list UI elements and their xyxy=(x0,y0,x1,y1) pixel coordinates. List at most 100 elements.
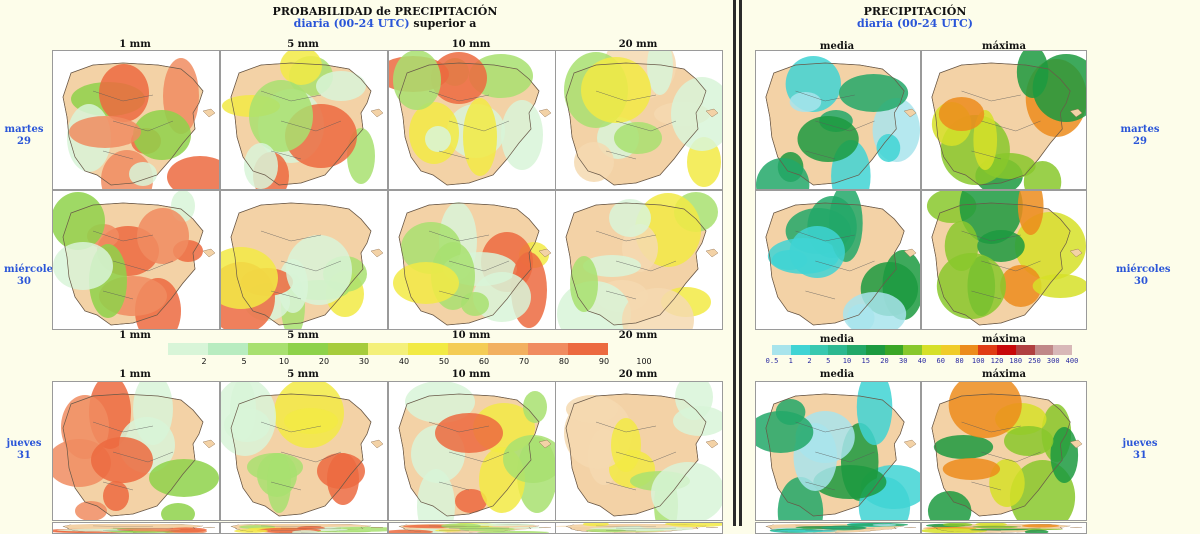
prob-legend-tick: 100 xyxy=(636,357,652,366)
precip-map-row4-col1 xyxy=(755,522,921,534)
prob-legend-tick: 80 xyxy=(558,357,570,366)
prob-map-row1-col3 xyxy=(388,50,556,190)
col-label-maxima: máxima xyxy=(982,41,1026,52)
precip-legend-tick: 300 xyxy=(1046,357,1060,365)
col-label-1mm-b: 1 mm xyxy=(119,330,151,341)
prob-legend-bar xyxy=(168,343,608,355)
prob-map-row2-col3 xyxy=(388,190,556,330)
prob-legend-tick: 20 xyxy=(318,357,330,366)
prob-map-row4-col1 xyxy=(52,522,220,534)
precip-map-row2-col1 xyxy=(755,190,921,330)
day-label-right-3: jueves 31 xyxy=(1122,438,1158,461)
prob-map-row4-col3 xyxy=(388,522,556,534)
col-label-10mm-b: 10 mm xyxy=(451,330,491,341)
precip-legend-tick: 180 xyxy=(1009,357,1023,365)
precip-legend-tick: 30 xyxy=(899,357,908,365)
precip-legend-swatch xyxy=(865,345,885,355)
prob-legend-swatch xyxy=(448,343,488,355)
prob-legend-swatch xyxy=(208,343,248,355)
prob-legend-tick: 90 xyxy=(598,357,610,366)
precip-legend-swatch xyxy=(884,345,904,355)
col-label-1mm-c: 1 mm xyxy=(119,369,151,380)
col-label-1mm: 1 mm xyxy=(119,39,151,50)
precip-legend-tick: 0.5 xyxy=(765,357,779,365)
prob-legend-tick: 2 xyxy=(201,357,207,366)
precip-map-row1-col2 xyxy=(921,50,1087,190)
precip-legend-tick: 120 xyxy=(990,357,1004,365)
prob-legend-swatch xyxy=(288,343,328,355)
precip-legend-swatch xyxy=(809,345,829,355)
col-label-20mm-b: 20 mm xyxy=(618,330,658,341)
precip-legend-tick: 20 xyxy=(880,357,889,365)
precip-legend-swatch xyxy=(772,345,791,355)
col-label-20mm: 20 mm xyxy=(618,39,658,50)
precip-legend-tick: 10 xyxy=(842,357,852,365)
col-label-5mm-b: 5 mm xyxy=(287,330,319,341)
precip-map-row2-col2 xyxy=(921,190,1087,330)
precip-legend-tick: 1 xyxy=(788,357,793,365)
prob-legend-tick: 10 xyxy=(278,357,290,366)
precip-legend-swatch xyxy=(1053,345,1072,355)
day-label-left-2: miércoles 30 xyxy=(4,264,59,287)
col-label-10mm-c: 10 mm xyxy=(451,369,491,380)
prob-map-row1-col4 xyxy=(555,50,723,190)
precip-legend-swatch xyxy=(847,345,866,355)
col-label-maxima-c: máxima xyxy=(982,369,1026,380)
precip-legend-tick: 80 xyxy=(955,357,964,365)
precip-legend-swatch xyxy=(959,345,979,355)
col-label-media-c: media xyxy=(819,369,855,380)
panel-divider-left xyxy=(733,0,736,526)
precip-map-row1-col1 xyxy=(755,50,921,190)
col-label-20mm-c: 20 mm xyxy=(618,369,658,380)
prob-legend-swatch xyxy=(408,343,448,355)
day-label-right-2: miércoles 30 xyxy=(1116,264,1171,287)
prob-legend-swatch xyxy=(248,343,288,355)
prob-legend-swatch xyxy=(368,343,408,355)
prob-title: PROBABILIDAD de PRECIPITACIÓN diaria (00… xyxy=(230,6,540,30)
prob-map-row3-col2 xyxy=(220,381,388,521)
precip-legend-tick: 5 xyxy=(826,357,831,365)
prob-legend-swatch xyxy=(488,343,528,355)
prob-title-sub-black: superior a xyxy=(413,17,477,30)
col-label-media: media xyxy=(819,41,855,52)
prob-legend-tick: 70 xyxy=(518,357,530,366)
panel-divider-right xyxy=(739,0,742,526)
prob-map-row3-col1 xyxy=(52,381,220,521)
prob-legend-swatch xyxy=(328,343,368,355)
precip-legend-tick: 40 xyxy=(917,357,927,365)
precip-legend-tick: 250 xyxy=(1028,357,1041,365)
precip-title-main: PRECIPITACIÓN xyxy=(863,5,967,18)
prob-map-row1-col1 xyxy=(52,50,220,190)
precip-map-row4-col2 xyxy=(921,522,1087,534)
precip-title: PRECIPITACIÓN diaria (00-24 UTC) xyxy=(840,6,990,30)
col-label-10mm: 10 mm xyxy=(451,39,491,50)
prob-map-row2-col4 xyxy=(555,190,723,330)
prob-title-main: PROBABILIDAD de PRECIPITACIÓN xyxy=(272,5,498,18)
precip-legend-tick: 15 xyxy=(861,357,870,365)
prob-legend-tick: 30 xyxy=(358,357,370,366)
precip-legend-swatch xyxy=(828,345,847,355)
precip-legend-tick: 60 xyxy=(936,357,945,365)
precip-legend-bar xyxy=(772,345,1072,355)
precip-legend-swatch xyxy=(790,345,810,355)
day-label-left-3: jueves 31 xyxy=(6,438,42,461)
precip-legend-tick: 2 xyxy=(807,357,812,365)
precip-legend-swatch xyxy=(922,345,941,355)
day-label-right-1: martes 29 xyxy=(1120,124,1160,147)
precip-map-row3-col1 xyxy=(755,381,921,521)
precip-legend-tick: 100 xyxy=(971,357,985,365)
precip-legend-swatch xyxy=(1015,345,1035,355)
prob-legend-swatch xyxy=(528,343,568,355)
col-label-maxima-b: máxima xyxy=(982,334,1026,345)
prob-map-row3-col3 xyxy=(388,381,556,521)
prob-title-sub-blue: diaria (00-24 UTC) xyxy=(293,17,410,30)
prob-map-row4-col4 xyxy=(555,522,723,534)
prob-map-row3-col4 xyxy=(555,381,723,521)
precip-legend-tick: 400 xyxy=(1065,357,1079,365)
precip-legend-swatch xyxy=(978,345,997,355)
prob-legend-tick: 50 xyxy=(438,357,450,366)
prob-legend-tick: 40 xyxy=(398,357,410,366)
precip-legend-swatch xyxy=(1034,345,1054,355)
col-label-media-b: media xyxy=(819,334,855,345)
precip-map-row3-col2 xyxy=(921,381,1087,521)
